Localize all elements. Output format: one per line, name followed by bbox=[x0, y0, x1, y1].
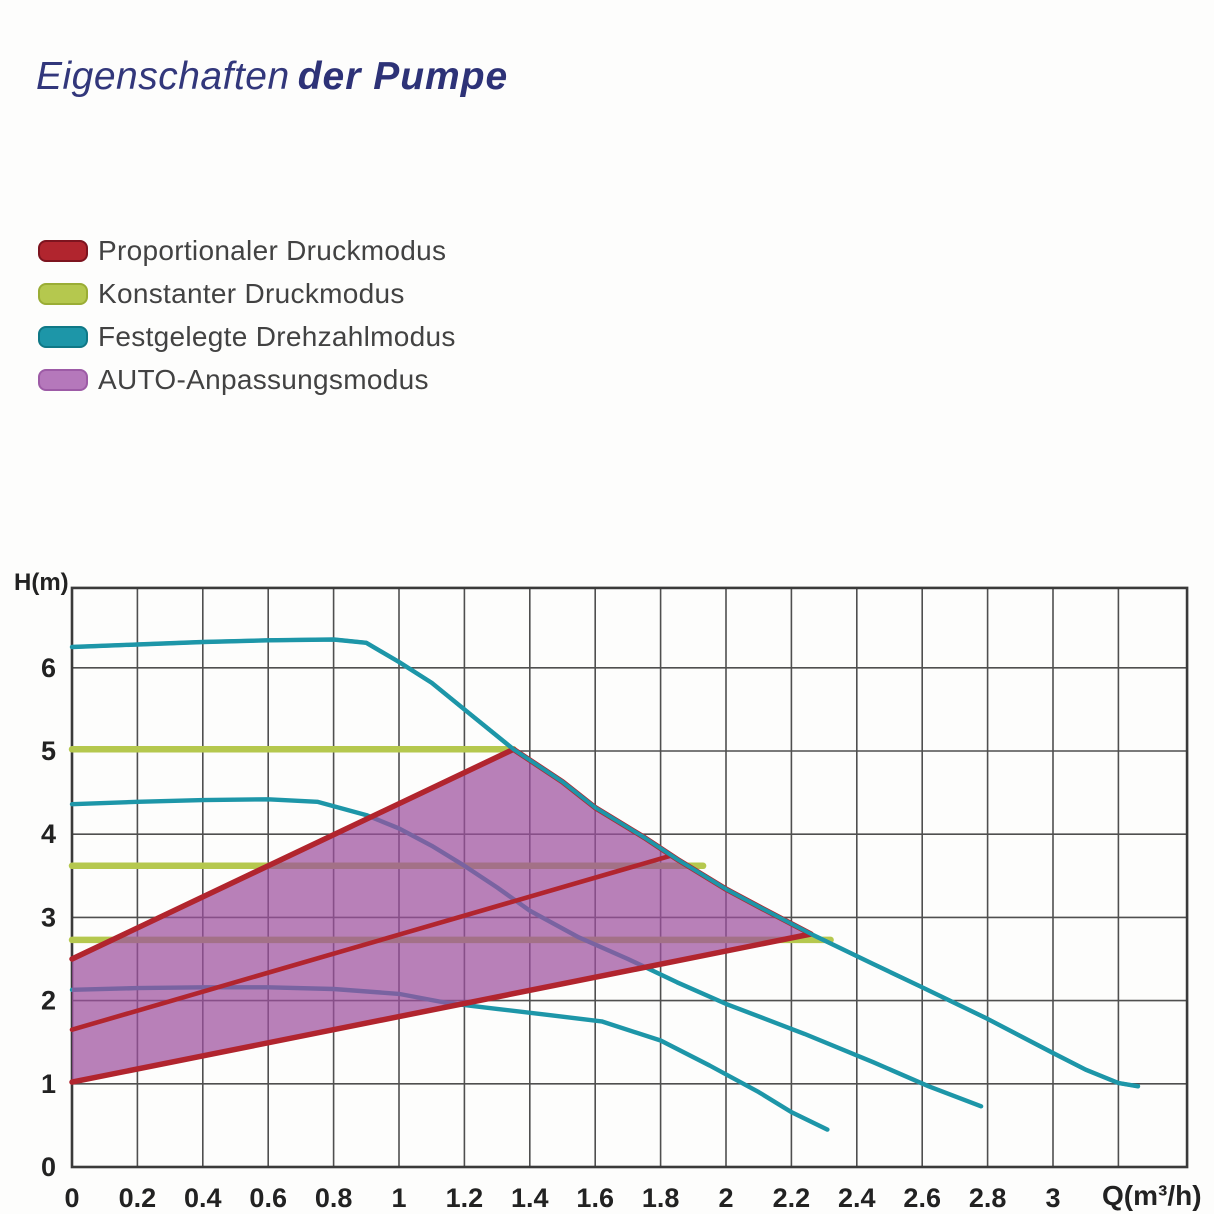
x-tick-label: 2.6 bbox=[903, 1183, 941, 1213]
page-title-bold: der Pumpe bbox=[297, 55, 509, 98]
fixed-speed-curve-top bbox=[70, 637, 1140, 1089]
y-tick-label: 4 bbox=[41, 819, 56, 849]
x-tick-label: 1.2 bbox=[446, 1183, 484, 1213]
x-tick-label: 1.4 bbox=[511, 1183, 549, 1213]
x-tick-label: 0.8 bbox=[315, 1183, 353, 1213]
x-tick-label: 2.4 bbox=[838, 1183, 876, 1213]
legend-color-swatch-icon bbox=[38, 368, 88, 391]
legend: Proportionaler Druckmodus Konstanter Druc… bbox=[38, 234, 456, 395]
legend-color-swatch-icon bbox=[38, 282, 88, 305]
legend-item: Festgelegte Drehzahlmodus bbox=[38, 320, 456, 352]
legend-item-label: Proportionaler Druckmodus bbox=[98, 234, 447, 266]
legend-color-swatch-icon bbox=[38, 239, 88, 262]
y-tick-label: 5 bbox=[41, 736, 56, 766]
chart-grid bbox=[70, 586, 1189, 1169]
x-tick-label: 2.8 bbox=[969, 1183, 1007, 1213]
x-tick-label: 1.8 bbox=[642, 1183, 680, 1213]
x-tick-label: 2.2 bbox=[773, 1183, 811, 1213]
legend-item: AUTO-Anpassungsmodus bbox=[38, 363, 456, 395]
y-axis-label: H(m) bbox=[14, 569, 69, 596]
y-tick-label: 3 bbox=[41, 902, 56, 932]
x-tick-label: 0.2 bbox=[119, 1183, 157, 1213]
x-tick-label: 0.6 bbox=[249, 1183, 287, 1213]
x-tick-label: 3 bbox=[1045, 1183, 1060, 1213]
legend-item: Konstanter Druckmodus bbox=[38, 277, 456, 309]
y-tick-label: 2 bbox=[41, 986, 56, 1016]
x-tick-label: 0 bbox=[64, 1183, 79, 1213]
proportional-pressure-lines bbox=[69, 746, 814, 1085]
page-title-light: Eigenschaften bbox=[36, 55, 290, 98]
x-tick-label: 2 bbox=[718, 1183, 733, 1213]
legend-item: Proportionaler Druckmodus bbox=[38, 234, 456, 266]
legend-item-label: AUTO-Anpassungsmodus bbox=[98, 363, 429, 395]
pump-curve-chart: 0 1 2 3 4 5 6 0 0.2 0.4 0.6 0.8 1 1.2 1.4 1.6 1.8 2 2.2 2.4… bbox=[14, 569, 1202, 1213]
y-tick-label: 6 bbox=[41, 653, 56, 683]
x-axis-label: Q(m³/h) bbox=[1102, 1180, 1202, 1211]
axis-tick-labels: 0 1 2 3 4 5 6 0 0.2 0.4 0.6 0.8 1 1.2 1.4 1.6 1.8 2 2.2 2.4… bbox=[41, 653, 1061, 1213]
x-tick-label: 0.4 bbox=[184, 1183, 222, 1213]
x-tick-label: 1.6 bbox=[576, 1183, 614, 1213]
x-tick-label: 1 bbox=[391, 1183, 406, 1213]
legend-item-label: Konstanter Druckmodus bbox=[98, 277, 405, 309]
legend-item-label: Festgelegte Drehzahlmodus bbox=[98, 320, 456, 352]
legend-color-swatch-icon bbox=[38, 325, 88, 348]
y-tick-label: 0 bbox=[41, 1152, 56, 1182]
y-tick-label: 1 bbox=[41, 1069, 56, 1099]
page-title: Eigenschaften der Pumpe bbox=[36, 55, 509, 99]
